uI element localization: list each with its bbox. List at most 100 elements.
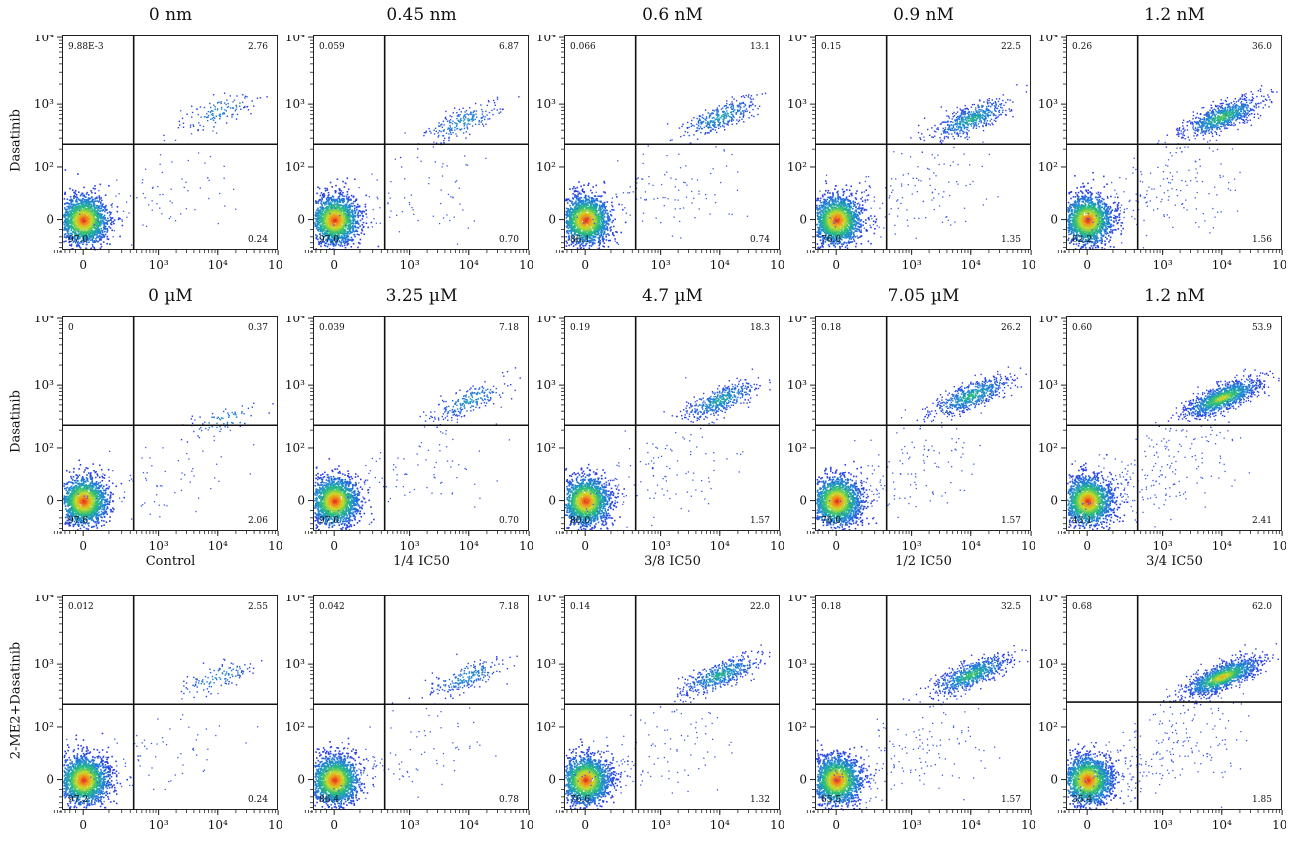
y-tick-label: 10² <box>536 441 556 455</box>
x-tick-label: 10³ <box>1153 258 1173 272</box>
quadrant-label-ul: 0.066 <box>570 42 596 52</box>
plot-frame <box>815 35 1031 250</box>
quadrant-label-ll: 86.4 <box>319 795 339 805</box>
quadrant-label-lr: 1.56 <box>1252 235 1272 245</box>
scatter-panel: 0.26 36.0 62.2 1.56 0 10³ 10⁴ 10⁵ 0 10² 10³ 10⁴ <box>1038 35 1286 272</box>
y-axis: 0 10² 10³ 10⁴ <box>1038 35 1066 253</box>
quadrant-label-lr: 1.57 <box>750 516 770 526</box>
quadrant-label-ul: 0.039 <box>319 323 345 333</box>
data-points <box>63 92 268 251</box>
y-tick-label: 0 <box>1050 213 1058 227</box>
quadrant-label-ll: 97.2 <box>68 795 88 805</box>
y-axis: 0 10² 10³ 10⁴ <box>536 35 564 253</box>
quadrant-label-ul: 0.26 <box>1072 42 1092 52</box>
y-tick-label: 10³ <box>285 378 305 392</box>
x-tick-label: 10³ <box>1153 818 1173 832</box>
x-tick-label: 10⁴ <box>459 258 479 272</box>
quadrant-label-ur: 22.5 <box>1001 42 1021 52</box>
y-tick-label: 10³ <box>34 97 54 111</box>
plot-frame <box>313 595 529 810</box>
y-tick-label: 10² <box>787 720 807 734</box>
x-axis: 0 10³ 10⁴ 10⁵ <box>53 250 282 272</box>
quadrant-label-ul: 0.18 <box>821 323 841 333</box>
y-tick-label: 10³ <box>536 657 556 671</box>
quadrant-label-ll: 97.6 <box>68 516 88 526</box>
y-tick-label: 0 <box>548 494 556 508</box>
column-label-1: 1/4 IC50 <box>296 554 547 569</box>
quadrant-label-ur: 32.5 <box>1001 602 1021 612</box>
quadrant-label-lr: 1.32 <box>750 795 770 805</box>
x-tick-label: 10⁴ <box>961 539 981 553</box>
panel-title: 0.6 nM <box>547 5 798 25</box>
quadrant-label-ur: 2.55 <box>248 602 268 612</box>
panel-title: 0 nm <box>45 5 296 25</box>
y-tick-label: 10⁴ <box>34 316 54 325</box>
y-tick-label: 10² <box>1038 160 1058 174</box>
x-axis: 0 10³ 10⁴ 10⁵ <box>806 810 1035 832</box>
y-tick-label: 0 <box>1050 494 1058 508</box>
x-tick-label: 0 <box>581 539 589 553</box>
scatter-panel: 0.042 7.18 86.4 0.78 0 10³ 10⁴ 10⁵ 0 10² 10³ 10⁴ <box>285 595 533 832</box>
quadrant-label-ll: 76.0 <box>821 516 841 526</box>
y-tick-label: 10⁴ <box>285 316 305 325</box>
data-points <box>565 92 767 250</box>
quadrant-label-ul: 0.042 <box>319 602 345 612</box>
x-tick-label: 10⁴ <box>961 258 981 272</box>
quadrant-label-ll: 97.0 <box>319 235 339 245</box>
quadrant-label-ur: 53.9 <box>1252 323 1272 333</box>
y-tick-label: 10⁴ <box>285 595 305 604</box>
x-tick-label: 0 <box>330 539 338 553</box>
data-points <box>314 367 521 531</box>
plot-frame <box>564 595 780 810</box>
quadrant-label-ll: 65.5 <box>821 795 841 805</box>
y-tick-label: 10⁴ <box>285 35 305 44</box>
x-tick-label: 0 <box>832 539 840 553</box>
quadrant-label-ur: 18.3 <box>750 323 770 333</box>
x-axis: 0 10³ 10⁴ 10⁵ <box>53 810 282 832</box>
y-tick-label: 10³ <box>285 657 305 671</box>
x-axis: 0 10³ 10⁴ 10⁵ <box>806 531 1035 553</box>
x-tick-label: 10⁵ <box>770 258 784 272</box>
y-tick-label: 10² <box>34 160 54 174</box>
scatter-panel: 0.039 7.18 97.0 0.70 0 10³ 10⁴ 10⁵ 0 10² 10³ 10⁴ <box>285 316 533 553</box>
plot-frame <box>815 595 1031 810</box>
y-tick-label: 10² <box>787 160 807 174</box>
x-tick-label: 10⁵ <box>519 258 533 272</box>
x-axis: 0 10³ 10⁴ 10⁵ <box>53 531 282 553</box>
quadrant-label-ll: 62.2 <box>1072 235 1092 245</box>
panel-title: 0 µM <box>45 286 296 306</box>
y-axis: 0 10² 10³ 10⁴ <box>285 595 313 813</box>
y-tick-label: 10³ <box>787 657 807 671</box>
y-tick-label: 10² <box>1038 720 1058 734</box>
y-tick-label: 0 <box>46 213 54 227</box>
x-tick-label: 10⁴ <box>1212 818 1232 832</box>
quadrant-label-ll: 76.6 <box>570 795 590 805</box>
x-tick-label: 10³ <box>149 818 169 832</box>
quadrant-label-lr: 0.24 <box>248 235 268 245</box>
y-tick-label: 10³ <box>787 378 807 392</box>
y-tick-label: 10³ <box>1038 657 1058 671</box>
panel-title: 0.9 nM <box>798 5 1049 25</box>
x-axis: 0 10³ 10⁴ 10⁵ <box>304 531 533 553</box>
x-tick-label: 10⁵ <box>268 258 282 272</box>
quadrant-label-ul: 0.012 <box>68 602 94 612</box>
data-points <box>816 366 1027 532</box>
data-points <box>816 84 1028 250</box>
column-label-4: 3/4 IC50 <box>1049 554 1289 569</box>
y-tick-label: 10² <box>536 720 556 734</box>
quadrant-label-lr: 0.24 <box>248 795 268 805</box>
data-points <box>1067 643 1279 811</box>
x-tick-label: 10⁵ <box>1021 539 1035 553</box>
quadrant-label-ll: 80.0 <box>570 516 590 526</box>
x-tick-label: 10⁴ <box>208 539 228 553</box>
y-tick-label: 10⁴ <box>1038 316 1058 325</box>
x-axis: 0 10³ 10⁴ 10⁵ <box>1057 810 1286 832</box>
plot-frame <box>62 595 278 810</box>
x-tick-label: 0 <box>581 818 589 832</box>
x-axis: 0 10³ 10⁴ 10⁵ <box>555 250 784 272</box>
panel-title: 1.2 nM <box>1049 286 1289 306</box>
x-tick-label: 10⁴ <box>710 818 730 832</box>
scatter-panel: 0.059 6.87 97.0 0.70 0 10³ 10⁴ 10⁵ 0 10² 10³ 10⁴ <box>285 35 533 272</box>
scatter-panel: 0 0.37 97.6 2.06 0 10³ 10⁴ 10⁵ 0 10² 10³ 10⁴ <box>34 316 282 553</box>
